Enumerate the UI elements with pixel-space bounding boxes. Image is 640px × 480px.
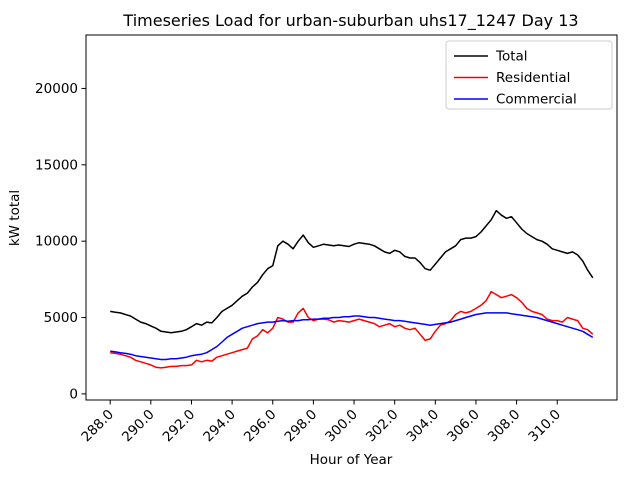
x-tick-label: 292.0 [160,407,199,446]
x-tick-label: 304.0 [404,407,443,446]
legend-label-total: Total [495,49,528,65]
y-tick-label: 15000 [35,157,78,173]
x-tick-label: 300.0 [322,407,361,446]
legend-label-residential: Residential [496,70,570,86]
x-tick-label: 308.0 [485,407,524,446]
y-tick-label: 10000 [35,234,78,250]
axes-frame [85,34,618,401]
legend-box [445,40,613,110]
legend-label-commercial: Commercial [496,92,577,108]
x-tick-label: 296.0 [241,407,280,446]
x-axis-label: Hour of Year [310,452,393,468]
legend: Total Residential Commercial [445,40,613,110]
series-line-commercial [110,312,594,361]
plot-border [85,34,618,401]
x-tick-label: 310.0 [525,407,564,446]
series-line-total [110,209,594,334]
x-tick-label: 298.0 [282,407,321,446]
x-tick-label: 306.0 [444,407,483,446]
series-lines [110,209,594,369]
series-line-residential [110,290,594,369]
x-tick-label: 290.0 [119,407,158,446]
y-axis-label: kW total [7,190,23,246]
x-tick-label: 294.0 [200,407,239,446]
x-tick-label: 288.0 [78,407,117,446]
y-tick-label: 0 [69,386,78,402]
y-tick-label: 5000 [44,310,78,326]
axes-ticks: 288.0 290.0 292.0 294.0 296.0 298.0 300.0 302.0… [35,81,564,445]
x-tick-label: 302.0 [363,407,402,446]
chart-title: Timeseries Load for urban-suburban uhs17… [122,11,578,31]
y-tick-label: 20000 [35,81,78,97]
